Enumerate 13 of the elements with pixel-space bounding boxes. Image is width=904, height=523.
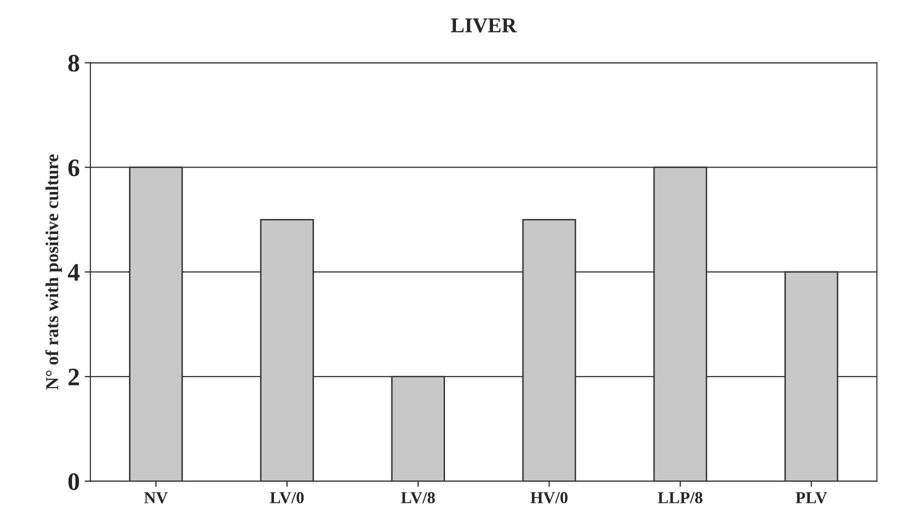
x-tick-label: HV/0 [530, 492, 568, 504]
y-tick-label: 4 [68, 264, 80, 281]
x-tick-label: LV/8 [401, 492, 435, 504]
x-tick-label: NV [144, 492, 168, 504]
y-tick-label: 0 [68, 473, 80, 490]
y-tick-label: 2 [68, 368, 79, 386]
y-axis-title: N° of rats with positive culture [45, 154, 62, 390]
y-tick-label: 8 [68, 54, 80, 72]
x-tick-label: LLP/8 [658, 492, 702, 504]
chart-title: LIVER [451, 18, 517, 33]
x-tick-label: PLV [796, 492, 828, 504]
y-tick-label: 6 [68, 159, 80, 176]
x-tick-label: LV/0 [270, 492, 304, 504]
